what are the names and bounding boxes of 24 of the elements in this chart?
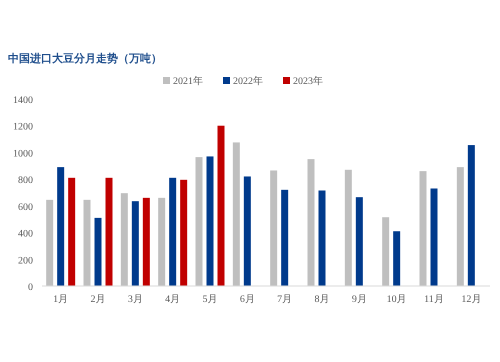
y-tick-label: 0	[28, 282, 33, 293]
x-tick-label: 3月	[128, 294, 143, 305]
x-tick-label: 11月	[424, 294, 444, 305]
y-tick-label: 800	[18, 175, 33, 186]
x-tick-label: 12月	[461, 294, 482, 305]
y-tick-label: 200	[18, 255, 33, 266]
legend-label: 2022年	[233, 75, 263, 87]
y-tick-label: 600	[18, 202, 33, 213]
y-tick-label: 1200	[13, 122, 33, 133]
x-tick-label: 9月	[352, 294, 367, 305]
x-tick-label: 4月	[165, 294, 180, 305]
legend-label: 2021年	[173, 75, 203, 87]
x-tick-label: 1月	[53, 294, 68, 305]
x-tick-label: 10月	[386, 294, 407, 305]
x-tick-label: 5月	[202, 294, 218, 305]
y-tick-label: 400	[18, 228, 33, 240]
y-tick-label: 1000	[13, 148, 33, 160]
x-tick-label: 8月	[314, 294, 330, 305]
legend-label: 2023年	[293, 75, 323, 87]
x-tick-label: 6月	[240, 294, 255, 305]
y-tick-label: 1400	[13, 95, 33, 106]
x-tick-label: 7月	[277, 294, 292, 305]
chart-title: 中国进口大豆分月走势（万吨）	[8, 52, 162, 65]
x-tick-label: 2月	[90, 294, 106, 305]
